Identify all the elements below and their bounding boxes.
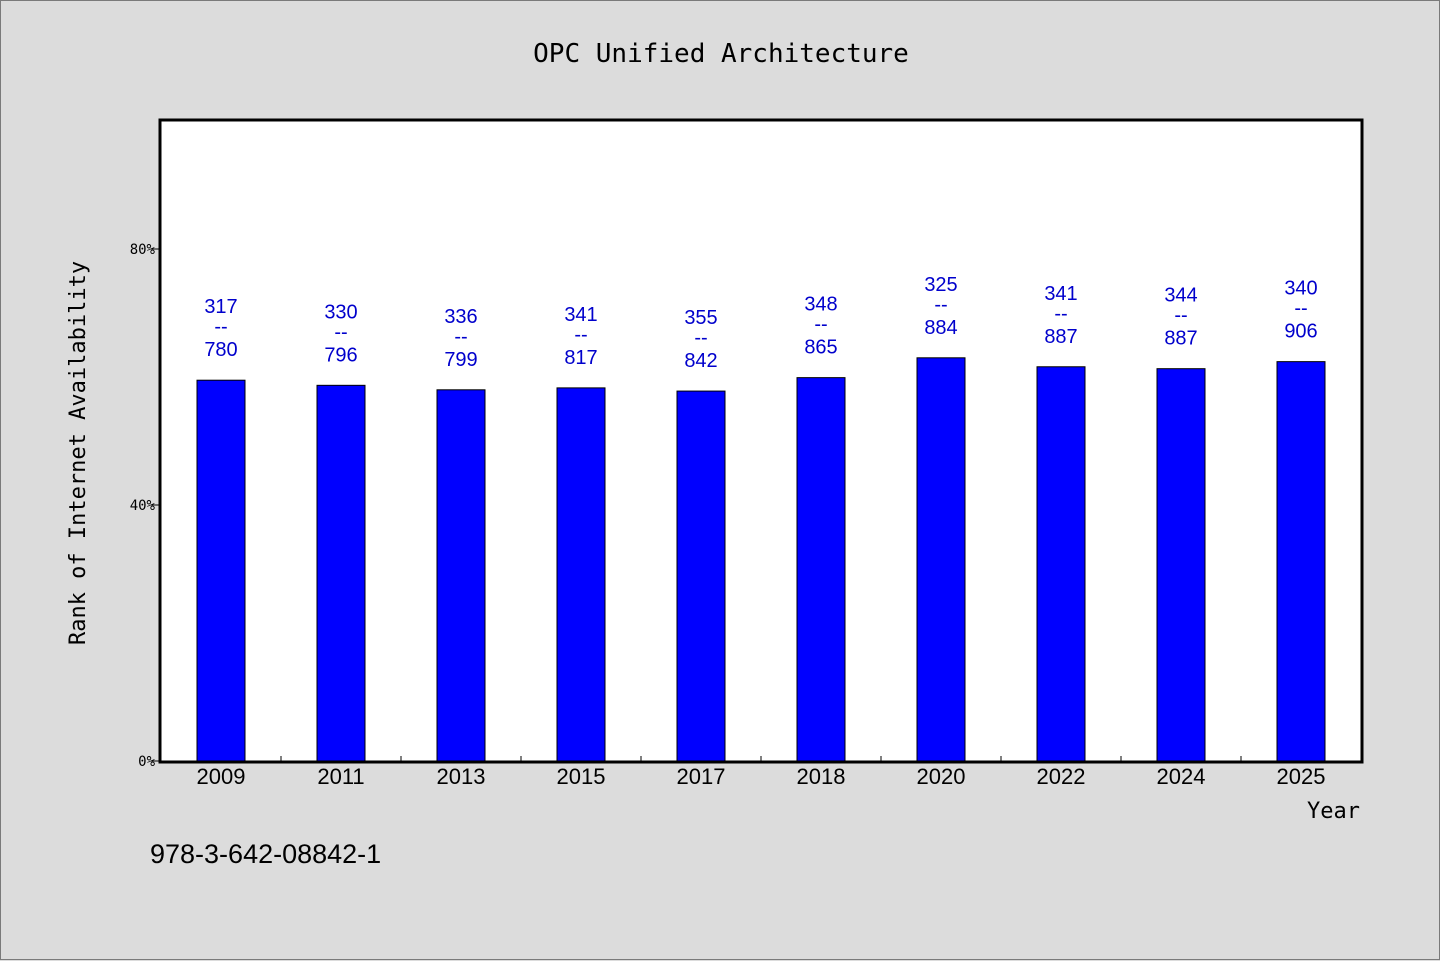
x-tick-label: 2025 xyxy=(1277,764,1326,789)
data-label-separator: -- xyxy=(694,327,707,349)
bar-series xyxy=(196,357,1326,762)
x-axis-title: Year xyxy=(1307,799,1360,824)
data-labels: 317--780330--796336--799341--817355--842… xyxy=(204,274,1317,372)
x-tick-label: 2015 xyxy=(557,764,606,789)
x-tick-label: 2024 xyxy=(1157,764,1206,789)
bar xyxy=(676,390,726,762)
x-tick-label: 2017 xyxy=(677,764,726,789)
bar xyxy=(916,357,966,762)
data-label-top: 317 xyxy=(204,296,237,318)
isbn-text: 978-3-642-08842-1 xyxy=(150,839,381,869)
data-label-separator: -- xyxy=(934,294,947,316)
y-tick-label: 0% xyxy=(138,754,155,770)
x-tick-label: 2018 xyxy=(797,764,846,789)
x-tick-label: 2011 xyxy=(317,764,364,789)
bar xyxy=(556,387,606,762)
data-label-top: 355 xyxy=(684,307,717,329)
data-label-top: 336 xyxy=(444,306,477,328)
data-label-separator: -- xyxy=(454,326,467,348)
bar xyxy=(1036,366,1086,762)
data-label-separator: -- xyxy=(214,316,227,338)
data-label-bottom: 796 xyxy=(324,344,357,366)
data-label-separator: -- xyxy=(1054,303,1067,325)
data-label-separator: -- xyxy=(1174,305,1187,327)
y-tick-label: 80% xyxy=(130,242,156,258)
x-tick-label: 2022 xyxy=(1037,764,1086,789)
data-label-bottom: 799 xyxy=(444,349,477,371)
data-label-bottom: 780 xyxy=(204,339,237,361)
data-label-bottom: 842 xyxy=(684,350,717,372)
x-tick-label: 2013 xyxy=(437,764,486,789)
data-label-separator: -- xyxy=(1294,298,1307,320)
data-label-bottom: 887 xyxy=(1164,328,1197,350)
bar xyxy=(436,389,486,762)
chart-title: OPC Unified Architecture xyxy=(533,39,909,69)
data-label-top: 341 xyxy=(1044,283,1077,305)
y-tick-label: 40% xyxy=(130,498,156,514)
data-label-separator: -- xyxy=(334,321,347,343)
y-axis-title: Rank of Internet Availability xyxy=(66,261,91,645)
x-tick-label: 2020 xyxy=(917,764,966,789)
data-label-top: 348 xyxy=(804,294,837,316)
x-axis: 2009 2011 2013 2015 2017 2018 2020 2022 2024 2025 xyxy=(197,756,1326,789)
bar xyxy=(316,384,366,762)
bar xyxy=(1276,361,1326,762)
data-label-top: 325 xyxy=(924,274,957,296)
data-label-separator: -- xyxy=(814,314,827,336)
x-tick-label: 2009 xyxy=(197,764,246,789)
data-label-top: 330 xyxy=(324,301,357,323)
data-label-top: 341 xyxy=(564,304,597,326)
data-label-separator: -- xyxy=(574,324,587,346)
data-label-bottom: 865 xyxy=(804,337,837,359)
data-label-bottom: 817 xyxy=(564,347,597,369)
data-label-top: 344 xyxy=(1164,285,1197,307)
data-label-bottom: 884 xyxy=(924,317,957,339)
bar xyxy=(796,377,846,762)
data-label-top: 340 xyxy=(1284,278,1317,300)
bar xyxy=(196,379,246,762)
data-label-bottom: 887 xyxy=(1044,326,1077,348)
data-label-bottom: 906 xyxy=(1284,321,1317,343)
bar xyxy=(1156,368,1206,762)
y-axis: 0% 40% 80% xyxy=(130,242,161,770)
